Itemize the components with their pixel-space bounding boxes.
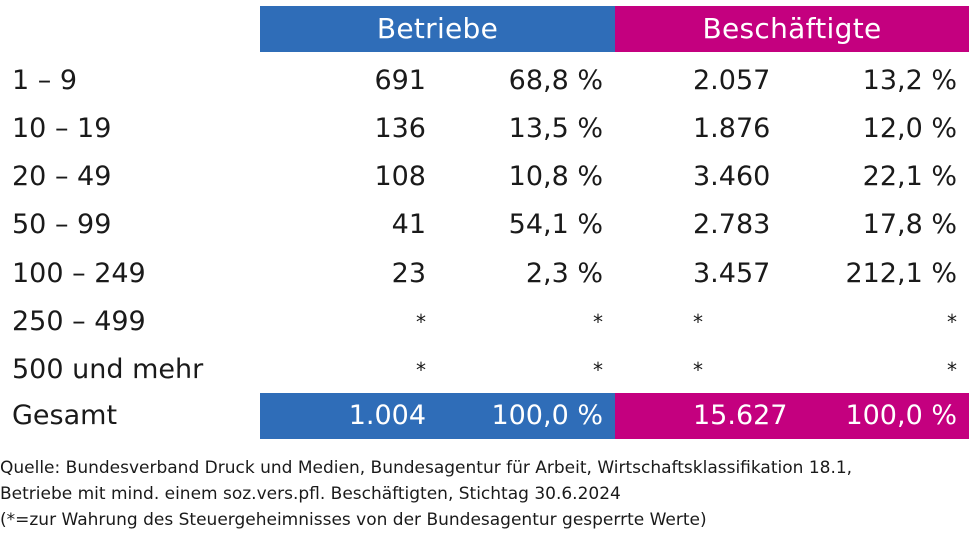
- row-label: 250 – 499: [12, 306, 146, 337]
- source-note-line-1: Quelle: Bundesverband Druck und Medien, …: [0, 458, 853, 478]
- beschaeftigte-percent: 212,1 %: [845, 258, 957, 289]
- betriebe-percent: *: [593, 310, 603, 334]
- row-label: 500 und mehr: [12, 354, 204, 385]
- total-besch: 15.627: [693, 400, 788, 431]
- beschaeftigte-percent: 12,0 %: [862, 113, 957, 144]
- beschaeftigte-total-band: [615, 393, 969, 439]
- beschaeftigte-count: 2.057: [693, 65, 771, 96]
- beschaeftigte-count: *: [693, 310, 703, 334]
- beschaeftigte-header: Beschäftigte: [702, 12, 882, 45]
- row-label: 100 – 249: [12, 258, 146, 289]
- beschaeftigte-percent: 13,2 %: [862, 65, 957, 96]
- beschaeftigte-count: 3.457: [693, 258, 771, 289]
- row-label: 20 – 49: [12, 161, 112, 192]
- beschaeftigte-percent: *: [947, 358, 957, 382]
- source-note-line-2: Betriebe mit mind. einem soz.vers.pfl. B…: [0, 484, 621, 504]
- betriebe-percent: *: [593, 358, 603, 382]
- betriebe-count: 136: [374, 113, 426, 144]
- beschaeftigte-percent: 17,8 %: [862, 209, 957, 240]
- beschaeftigte-count: 1.876: [693, 113, 771, 144]
- betriebe-percent: 54,1 %: [508, 209, 603, 240]
- beschaeftigte-percent: 22,1 %: [862, 161, 957, 192]
- betriebe-total-band: [260, 393, 615, 439]
- betriebe-percent: 2,3 %: [525, 258, 603, 289]
- total-betriebe-pct: 100,0 %: [491, 400, 603, 431]
- betriebe-percent: 10,8 %: [508, 161, 603, 192]
- betriebe-count: 108: [374, 161, 426, 192]
- beschaeftigte-count: *: [693, 358, 703, 382]
- betriebe-count: 41: [391, 209, 426, 240]
- betriebe-percent: 68,8 %: [508, 65, 603, 96]
- beschaeftigte-count: 3.460: [693, 161, 771, 192]
- source-note-line-3: (*=zur Wahrung des Steuergeheimnisses vo…: [0, 510, 707, 530]
- betriebe-percent: 13,5 %: [508, 113, 603, 144]
- total-betriebe: 1.004: [348, 400, 426, 431]
- betriebe-header: Betriebe: [376, 12, 499, 45]
- row-label: 50 – 99: [12, 209, 112, 240]
- betriebe-count: *: [416, 358, 426, 382]
- beschaeftigte-percent: *: [947, 310, 957, 334]
- betriebe-count: *: [416, 310, 426, 334]
- beschaeftigte-header-band: [615, 6, 969, 52]
- betriebe-count: 23: [391, 258, 426, 289]
- row-label: 1 – 9: [12, 65, 78, 96]
- total-label: Gesamt: [12, 400, 118, 431]
- betriebe-count: 691: [374, 65, 426, 96]
- row-label: 10 – 19: [12, 113, 112, 144]
- total-besch-pct: 100,0 %: [845, 400, 957, 431]
- betriebe-header-band: [260, 6, 615, 52]
- beschaeftigte-count: 2.783: [693, 209, 771, 240]
